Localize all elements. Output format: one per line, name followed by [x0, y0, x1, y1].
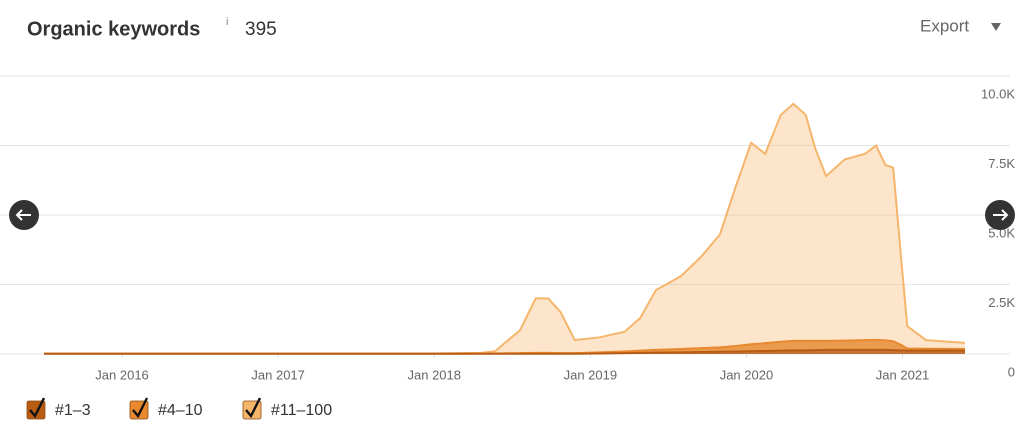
- nav-left[interactable]: [9, 200, 39, 230]
- y-tick-label: 10.0K: [981, 86, 1015, 101]
- x-tick-label: Jan 2020: [720, 367, 774, 382]
- area: [44, 349, 965, 354]
- info-icon[interactable]: i: [226, 16, 228, 28]
- legend-item[interactable]: #4–10: [129, 397, 203, 420]
- legend-check: [29, 397, 46, 419]
- legend-label: #1–3: [55, 402, 91, 419]
- legend-check: [245, 397, 262, 419]
- area-line: [44, 348, 965, 355]
- legend-item[interactable]: #11–100: [242, 397, 332, 420]
- y-tick-label: 7.5K: [988, 156, 1015, 171]
- y-tick-label: 0: [1008, 364, 1015, 379]
- plot: 0 2.5K 5.0K 7.5K 10.0K Jan 2016 Jan 2017 Jan 20…: [0, 75, 1015, 382]
- x-tick-label: Jan 2019: [564, 367, 618, 382]
- title: Organic keywords: [27, 18, 200, 40]
- legend-check: [132, 397, 149, 419]
- legend-label: #11–100: [271, 402, 332, 419]
- nav-right[interactable]: [985, 200, 1015, 230]
- area: [44, 103, 965, 354]
- area: [44, 339, 965, 354]
- x-tick-label: Jan 2017: [251, 367, 305, 382]
- legend-item[interactable]: #1–3: [26, 397, 91, 420]
- x-tick-label: Jan 2021: [876, 367, 930, 382]
- y-tick-label: 5.0K: [988, 225, 1015, 240]
- legend-label: #4–10: [158, 402, 203, 419]
- keyword-count: 395: [245, 19, 277, 40]
- y-tick-label: 2.5K: [988, 295, 1015, 310]
- export-caret[interactable]: [991, 23, 1001, 31]
- export-button[interactable]: Export: [920, 16, 969, 35]
- x-tick-label: Jan 2018: [408, 367, 462, 382]
- x-tick-label: Jan 2016: [95, 367, 149, 382]
